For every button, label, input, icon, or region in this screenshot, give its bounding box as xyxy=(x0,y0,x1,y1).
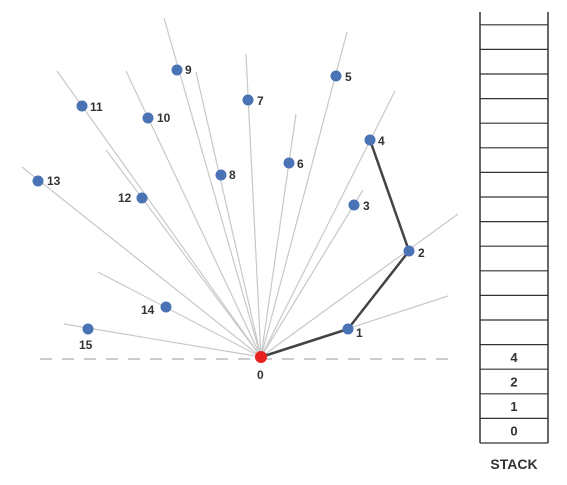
point-15 xyxy=(82,323,94,335)
point-label-0: 0 xyxy=(257,368,264,382)
point-0 xyxy=(255,351,267,363)
point-label-12: 12 xyxy=(118,191,132,205)
point-label-6: 6 xyxy=(297,157,304,171)
point-1 xyxy=(342,323,354,335)
point-2 xyxy=(403,245,415,257)
stack: 0 1 2 4 STACK xyxy=(479,12,549,472)
ray-12 xyxy=(105,149,262,358)
stack-entry-1: 1 xyxy=(510,399,517,414)
point-4 xyxy=(364,134,376,146)
point-14 xyxy=(160,301,172,313)
point-label-15: 15 xyxy=(79,338,93,352)
ray-9 xyxy=(163,17,262,358)
point-label-2: 2 xyxy=(418,246,425,260)
point-6 xyxy=(283,157,295,169)
point-label-14: 14 xyxy=(141,303,155,317)
point-7 xyxy=(242,94,254,106)
point-10 xyxy=(142,112,154,124)
point-label-11: 11 xyxy=(90,100,103,114)
point-label-1: 1 xyxy=(356,326,363,340)
point-8 xyxy=(215,169,227,181)
ray-6 xyxy=(260,113,297,358)
point-label-13: 13 xyxy=(47,174,61,188)
point-label-10: 10 xyxy=(157,111,171,125)
ray-15 xyxy=(63,323,262,358)
ray-2 xyxy=(260,213,459,358)
hull-polyline xyxy=(260,139,411,359)
point-9 xyxy=(171,64,183,76)
ray-4 xyxy=(260,90,396,358)
rays xyxy=(21,17,459,358)
ray-13 xyxy=(21,166,262,358)
stack-title: STACK xyxy=(490,456,537,472)
point-label-8: 8 xyxy=(229,168,236,182)
ray-5 xyxy=(260,31,348,358)
hull-path xyxy=(260,139,411,359)
ray-8 xyxy=(195,71,262,358)
point-11 xyxy=(76,100,88,112)
point-label-4: 4 xyxy=(378,134,385,148)
ray-3 xyxy=(260,189,364,358)
point-3 xyxy=(348,199,360,211)
stack-entry-2: 2 xyxy=(510,375,517,390)
ray-11 xyxy=(56,70,262,358)
point-label-9: 9 xyxy=(185,63,192,77)
point-13 xyxy=(32,175,44,187)
point-12 xyxy=(136,192,148,204)
ray-14 xyxy=(97,271,262,358)
stack-entry-4: 4 xyxy=(510,350,518,365)
point-5 xyxy=(330,70,342,82)
point-label-7: 7 xyxy=(257,94,264,108)
stack-entry-0: 0 xyxy=(510,424,517,439)
point-label-5: 5 xyxy=(345,70,352,84)
point-label-3: 3 xyxy=(363,199,370,213)
